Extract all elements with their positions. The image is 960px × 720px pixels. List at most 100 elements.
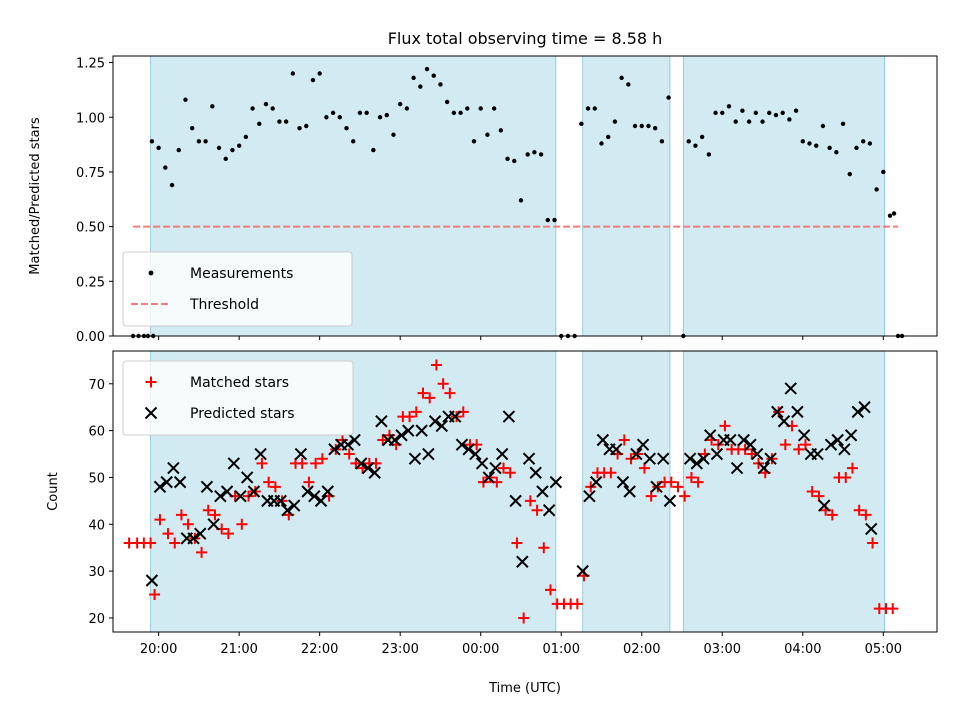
measurement-point: [491, 106, 497, 111]
matched-star-point: [538, 542, 550, 554]
measurement-point: [760, 119, 765, 124]
predicted-star-point: [462, 443, 475, 456]
predicted-star-point: [321, 485, 334, 498]
measurement-point: [505, 156, 510, 162]
measurement-point: [753, 110, 759, 116]
matched-star-point: [692, 476, 704, 488]
measurement-point: [619, 75, 624, 81]
matched-star-point: [645, 490, 657, 502]
predicted-star-point: [214, 489, 227, 503]
x-tick-label: 03:00: [704, 642, 741, 657]
chart-title: Flux total observing time = 8.58 h: [388, 29, 663, 48]
predicted-star-point: [623, 485, 636, 498]
measurement-point: [444, 99, 450, 105]
matched-star-point: [887, 603, 899, 615]
measurement-point: [176, 147, 181, 153]
measurement-point: [304, 123, 309, 129]
matched-star-point: [679, 490, 691, 502]
observing-window-span: [582, 55, 671, 337]
matched-star-point: [799, 439, 811, 451]
matched-star-point: [175, 509, 187, 521]
y-tick-label: 1.00: [76, 111, 105, 126]
predicted-star-point: [482, 471, 495, 484]
matched-star-point: [511, 537, 523, 549]
legend-marker: [145, 376, 157, 388]
predicted-star-point: [636, 438, 650, 451]
matched-star-point: [813, 490, 825, 502]
measurement-point: [257, 121, 262, 127]
matched-star-point: [806, 486, 818, 497]
measurement-point: [183, 97, 188, 102]
measurement-point: [397, 101, 403, 107]
predicted-star-point: [583, 489, 596, 503]
measurement-point: [458, 110, 463, 116]
predicted-star-point: [368, 466, 381, 479]
measurement-point: [277, 119, 282, 124]
predicted-star-point: [355, 457, 368, 470]
predicted-star-point: [630, 447, 643, 461]
predicted-star-point: [402, 424, 415, 437]
top-panel: 0.00 0.25 0.50 0.75 1.00 1.25 Matched/Predicte…: [28, 55, 938, 345]
predicted-star-point: [616, 475, 630, 489]
measurement-point: [310, 77, 316, 83]
measurement-point: [646, 123, 651, 129]
predicted-star-point: [287, 499, 301, 512]
measurement-point: [666, 95, 671, 100]
y-tick-label: 0.75: [76, 166, 105, 181]
matched-star-point: [665, 476, 677, 488]
matched-star-point: [826, 509, 838, 521]
measurement-point: [478, 106, 483, 111]
matched-star-point: [310, 457, 322, 469]
predicted-star-point: [160, 475, 173, 489]
measurement-point: [411, 75, 416, 81]
predicted-star-point: [529, 466, 542, 479]
measurement-point: [230, 147, 235, 153]
matched-star-point: [424, 392, 436, 404]
measurement-point: [203, 139, 208, 144]
predicted-star-point: [690, 457, 703, 470]
measurement-point: [263, 101, 269, 107]
measurement-point: [189, 125, 195, 131]
predicted-star-point: [522, 452, 536, 465]
predicted-star-point: [784, 382, 797, 395]
measurement-point: [854, 145, 859, 151]
measurement-point: [780, 110, 785, 116]
legend-marker: [148, 270, 154, 276]
measurement-point: [344, 125, 349, 131]
predicted-star-point: [509, 494, 522, 508]
matched-star-point: [196, 546, 208, 558]
matched-star-point: [145, 537, 157, 549]
measurement-point: [881, 169, 886, 175]
measurement-point: [223, 156, 228, 162]
matched-star-point: [867, 537, 879, 549]
measurement-point: [330, 110, 336, 116]
measurement-point: [887, 213, 893, 218]
measurement-point: [371, 147, 376, 153]
predicted-star-point: [844, 429, 858, 442]
measurement-point: [840, 121, 846, 127]
y-tick-label: 40: [88, 518, 105, 533]
measurement-point: [867, 141, 873, 146]
predicted-star-point: [469, 447, 482, 461]
measurement-point: [163, 165, 168, 170]
predicted-star-point: [495, 447, 509, 461]
predicted-star-point: [818, 499, 831, 512]
matched-star-point: [263, 476, 275, 488]
y-tick-label: 30: [88, 565, 105, 580]
measurement-point: [431, 73, 436, 78]
measurement-point: [545, 217, 551, 223]
measurement-point: [283, 119, 289, 124]
predicted-star-point: [194, 527, 207, 540]
measurement-point: [807, 141, 812, 146]
measurement-point: [532, 150, 537, 155]
matched-star-point: [685, 471, 697, 483]
matched-star-point: [256, 457, 268, 469]
predicted-star-point: [657, 452, 670, 465]
matched-star-point: [840, 471, 852, 483]
predicted-star-point: [865, 522, 878, 536]
measurement-point: [606, 134, 611, 140]
predicted-star-point: [415, 424, 428, 437]
measurement-point: [874, 187, 879, 192]
measurement-point: [820, 123, 826, 129]
measurement-point: [793, 108, 799, 113]
